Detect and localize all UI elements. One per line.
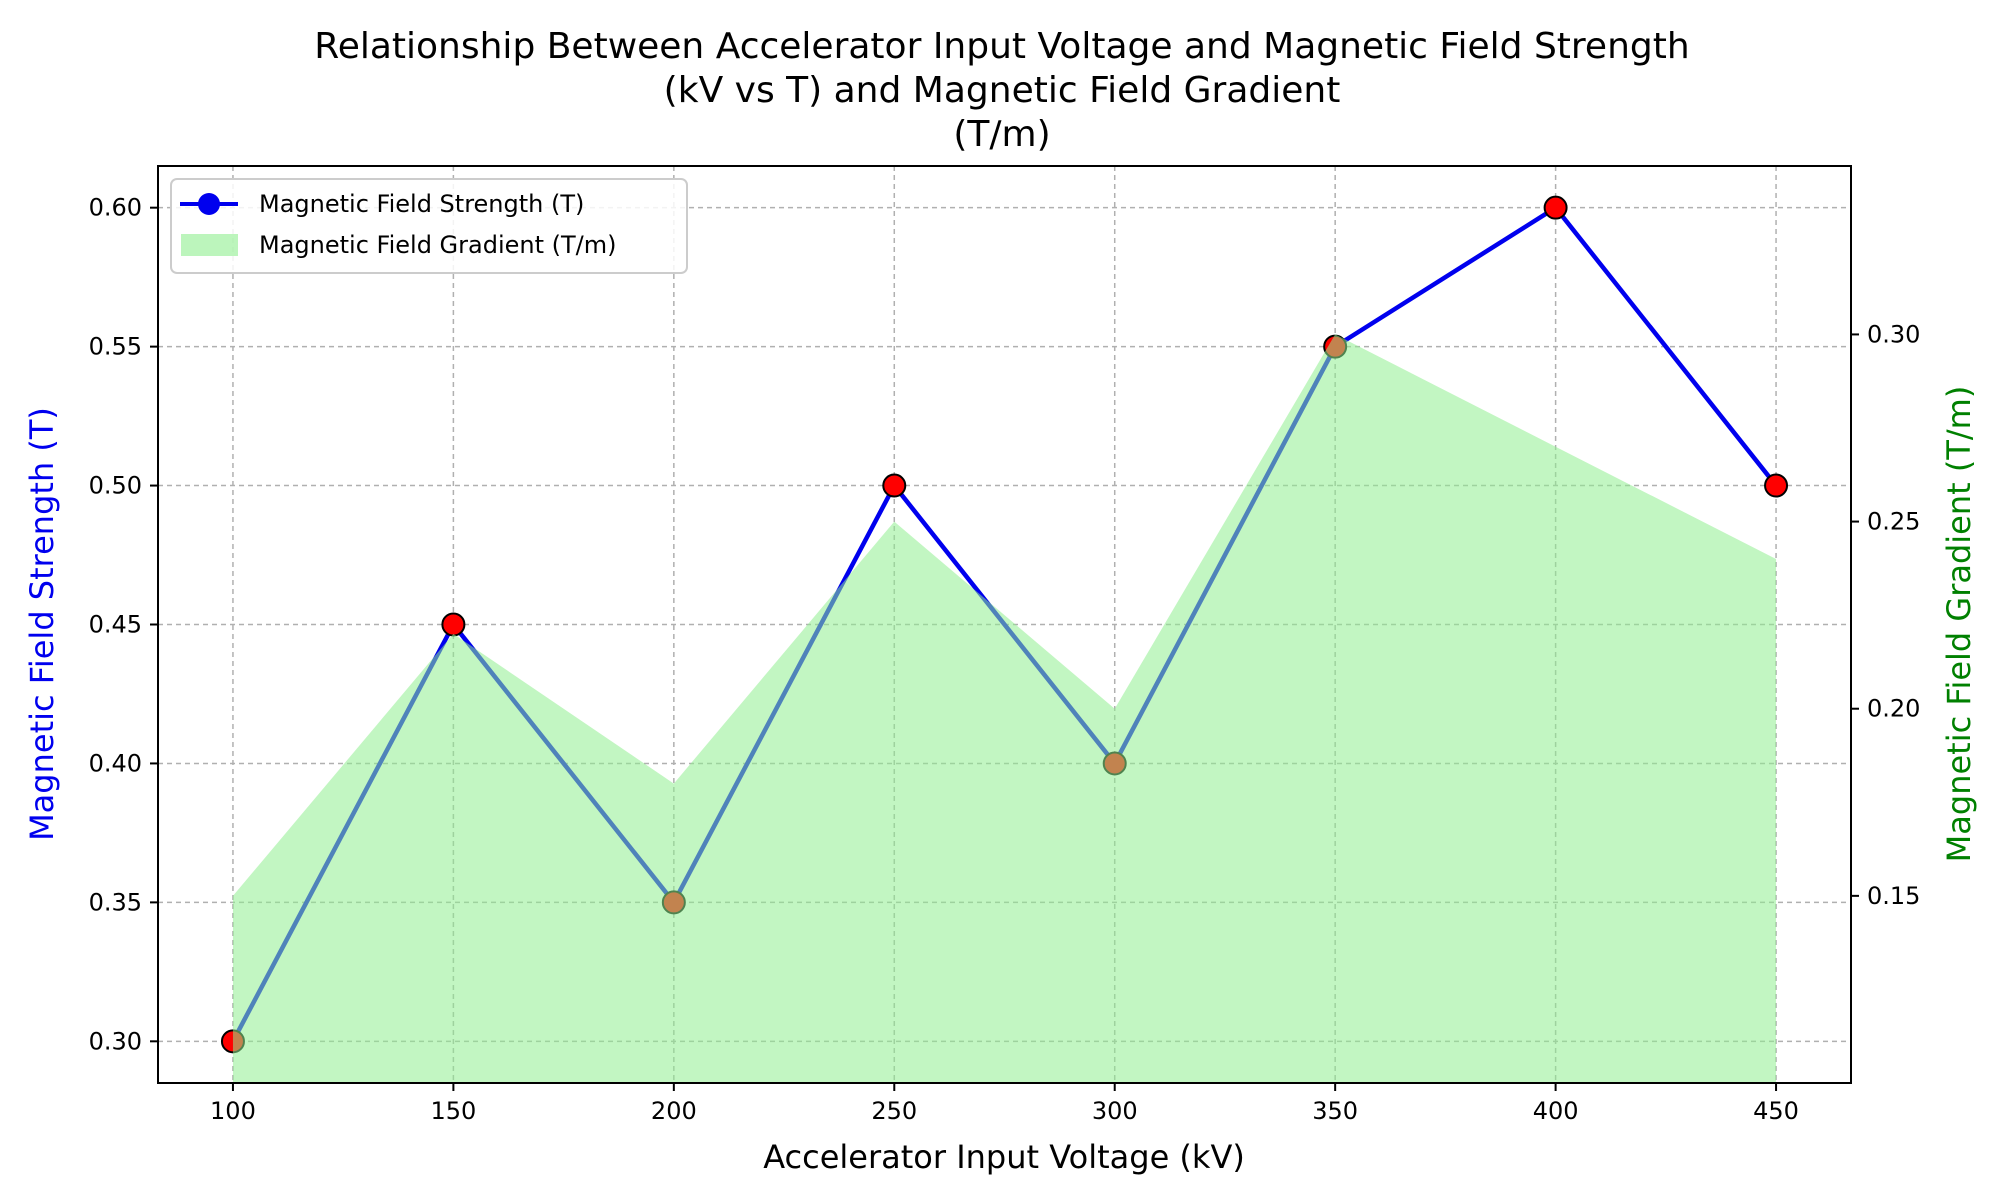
right-y-tick-label-0.20: 0.20 [1867, 695, 1920, 723]
chart-title: Relationship Between Accelerator Input V… [314, 26, 1689, 155]
left-y-tick-label-0.40: 0.40 [89, 749, 142, 777]
x-tick-label-350: 350 [1312, 1097, 1358, 1125]
x-axis-ticks: 100 150 200 250 300 350 400 450 [210, 1083, 1799, 1125]
x-tick-label-400: 400 [1533, 1097, 1579, 1125]
legend-strength-label: Magnetic Field Strength (T) [259, 190, 584, 218]
legend-frame [170, 178, 688, 274]
x-tick-label-200: 200 [651, 1097, 697, 1125]
gradient-area-overlay [232, 334, 1777, 1083]
legend-gradient-swatch [181, 234, 238, 256]
left-y-tick-label-0.50: 0.50 [89, 472, 142, 500]
right-y-tick-label-0.15: 0.15 [1867, 882, 1920, 910]
chart-title-line-3: (T/m) [953, 114, 1050, 155]
right-y-tick-label-0.25: 0.25 [1867, 508, 1920, 536]
x-axis-label: Accelerator Input Voltage (kV) [763, 1138, 1245, 1176]
left-y-tick-label-0.45: 0.45 [89, 611, 142, 639]
strength-marker-450 [1764, 473, 1789, 498]
chart-title-line-1: Relationship Between Accelerator Input V… [314, 26, 1689, 67]
chart-title-line-2: (kV vs T) and Magnetic Field Gradient [664, 70, 1341, 111]
legend-strength-marker [198, 193, 220, 215]
x-tick-label-150: 150 [430, 1097, 476, 1125]
left-y-tick-label-0.35: 0.35 [89, 888, 142, 916]
legend: Magnetic Field Strength (T) Magnetic Fie… [170, 178, 688, 274]
strength-marker-250 [882, 473, 907, 498]
legend-gradient-label: Magnetic Field Gradient (T/m) [259, 231, 617, 259]
right-y-axis-ticks: 0.15 0.20 0.25 0.30 [1851, 320, 1920, 910]
x-tick-label-300: 300 [1092, 1097, 1138, 1125]
left-y-axis-label: Magnetic Field Strength (T) [23, 407, 61, 841]
x-tick-label-450: 450 [1753, 1097, 1799, 1125]
left-y-tick-label-0.55: 0.55 [89, 333, 142, 361]
right-y-axis-label: Magnetic Field Gradient (T/m) [1940, 386, 1978, 863]
right-y-tick-label-0.30: 0.30 [1867, 320, 1920, 348]
left-y-tick-label-0.60: 0.60 [89, 194, 142, 222]
strength-marker-400 [1543, 195, 1568, 220]
x-tick-label-100: 100 [210, 1097, 256, 1125]
x-tick-label-250: 250 [871, 1097, 917, 1125]
strength-marker-150 [441, 612, 466, 637]
left-y-axis-ticks: 0.30 0.35 0.40 0.45 0.50 0.55 0.60 [89, 194, 158, 1055]
left-y-tick-label-0.30: 0.30 [89, 1027, 142, 1055]
